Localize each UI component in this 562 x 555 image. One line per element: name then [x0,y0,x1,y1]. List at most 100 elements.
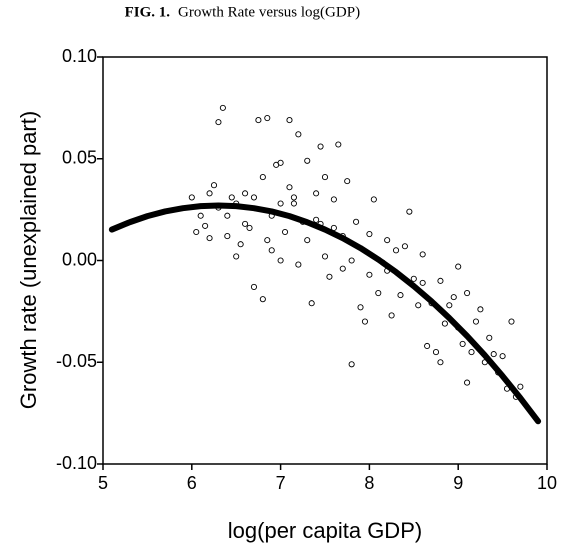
scatter-point [490,351,497,358]
scatter-point [224,212,231,219]
scatter-point [286,184,293,191]
scatter-point [432,349,440,356]
scatter-point [277,159,284,166]
scatter-point [188,194,195,201]
scatter-point [348,257,355,264]
scatter-point [295,131,302,138]
scatter-point [295,261,302,268]
scatter-point [517,383,524,390]
scatter-point [197,212,204,219]
y-tick-label: 0.05 [62,148,97,168]
scatter-point [193,228,200,236]
scatter-point [508,318,515,325]
x-axis-label: log(per capita GDP) [228,518,422,543]
scatter-point [472,318,480,325]
scatter-point [437,359,444,366]
scatter-point [419,251,426,258]
chart-title: Growth Rate versus log(GDP) [178,4,360,20]
y-tick-label: 0.00 [62,249,97,269]
scatter-point [406,208,413,215]
scatter-point [384,237,391,244]
scatter-point [357,304,364,311]
scatter-point [335,141,342,148]
scatter-point [313,216,320,223]
x-tick-label: 5 [98,473,108,493]
scatter-point [250,194,258,201]
scatter-point [215,119,222,126]
scatter-point [206,190,213,197]
scatter-point [242,190,249,197]
scatter-point [281,228,289,236]
scatter-point [348,361,355,368]
scatter-point [397,292,404,299]
scatter-point [224,233,231,240]
scatter-point [321,253,329,260]
scatter-point [366,271,373,278]
scatter-point [255,117,262,124]
scatter-point [468,349,475,356]
scatter-point [264,115,271,122]
y-tick-label: -0.05 [56,351,97,371]
scatter-point [464,290,471,297]
scatter-point [313,190,320,197]
scatter-point [401,243,408,250]
scatter-point [353,218,360,225]
x-tick-label: 7 [276,473,286,493]
scatter-point [286,117,293,124]
scatter-point [437,277,444,284]
y-axis-label: Growth rate (unexplained part) [16,111,41,409]
scatter-point [392,247,400,254]
scatter-point [344,178,351,185]
scatter-point [415,302,422,309]
scatter-point [210,182,218,189]
scatter-point [339,265,346,272]
y-tick-label: -0.10 [56,453,97,473]
scatter-point [321,174,329,181]
scatter-point [246,224,253,231]
scatter-point [330,196,337,203]
scatter-point [455,263,462,270]
scatter-point [304,157,311,164]
scatter-point [219,104,226,111]
fit-curve [108,202,542,425]
scatter-point [277,200,284,207]
scatter-point [388,312,395,319]
scatter-point [361,318,369,325]
scatter-point [326,273,333,280]
scatter-point [477,306,484,313]
scatter-point [375,290,382,297]
scatter-point [206,235,213,242]
scatter-point [446,302,453,309]
scatter-point [450,294,457,301]
figure-label: FIG. 1. [125,4,171,20]
scatter-point [277,257,284,264]
scatter-point [370,196,377,203]
scatter-point [424,342,431,350]
scatter-point [410,275,417,282]
scatter-point [202,222,209,229]
scatter-point [308,300,315,307]
scatter-point [259,174,266,181]
scatter-point [486,334,493,341]
scatter-point [268,247,275,254]
scatter-point [242,220,249,227]
scatter-point [259,296,266,303]
x-tick-label: 6 [187,473,197,493]
x-tick-label: 8 [364,473,374,493]
scatter-point [304,237,311,244]
x-tick-label: 10 [537,473,557,493]
plot-frame [102,56,548,465]
scatter-point [290,194,297,201]
scatter-point [250,283,258,291]
scatter-point [459,340,466,347]
scatter-point [419,279,426,286]
x-tick-label: 9 [453,473,463,493]
scatter-point [228,194,235,201]
scatter-point [441,320,448,327]
scatter-point [264,237,271,244]
scatter-point [366,230,373,238]
scatter-point [237,241,244,248]
y-tick-label: 0.10 [62,46,97,66]
scatter-point [317,143,324,150]
